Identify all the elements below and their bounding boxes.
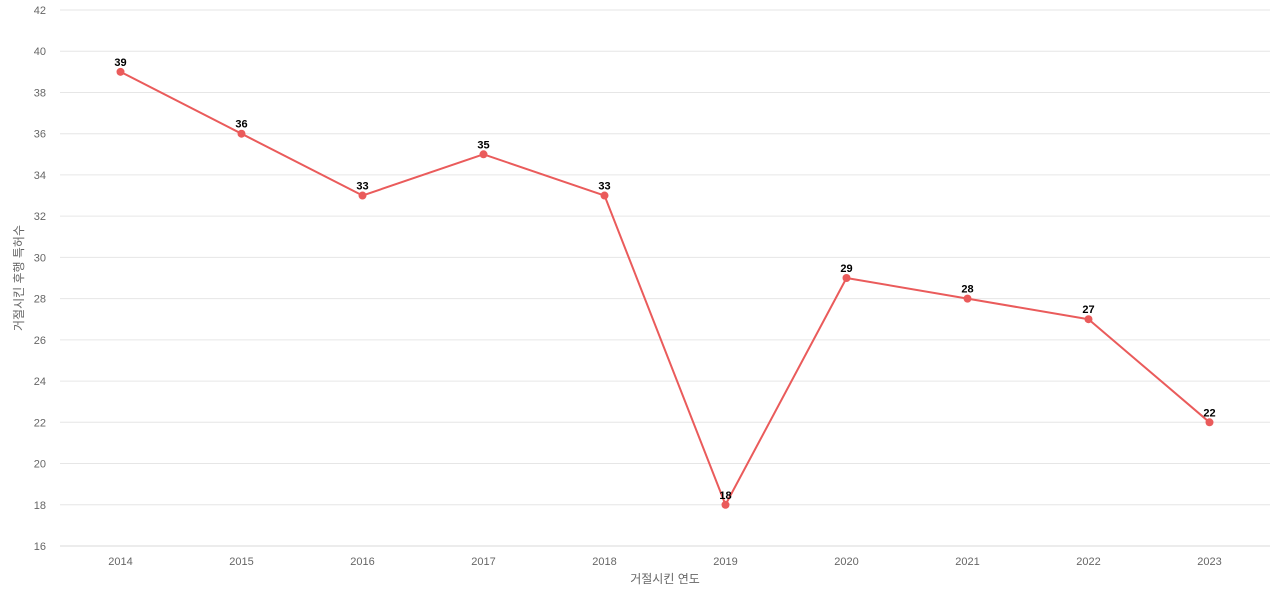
y-tick-label: 24 — [34, 376, 46, 388]
y-tick-label: 42 — [34, 5, 46, 17]
y-tick-label: 34 — [34, 170, 46, 182]
y-tick-label: 30 — [34, 252, 46, 264]
data-point[interactable] — [358, 191, 367, 200]
y-tick-label: 26 — [34, 335, 46, 347]
y-axis-title: 거절시킨 후행 특허수 — [11, 225, 26, 331]
data-point[interactable] — [237, 129, 246, 138]
data-label: 33 — [356, 181, 368, 193]
data-labels: 39 36 33 35 33 18 29 28 27 22 — [114, 57, 1215, 502]
y-tick-label: 22 — [34, 417, 46, 429]
data-point[interactable] — [116, 67, 125, 76]
x-tick-label: 2020 — [834, 556, 858, 568]
y-tick-label: 38 — [34, 87, 46, 99]
data-label: 35 — [477, 139, 489, 151]
x-tick-label: 2015 — [229, 556, 253, 568]
x-tick-labels: 2014 2015 2016 2017 2018 2019 2020 2021 2022 2023 — [108, 556, 1221, 568]
data-point[interactable] — [479, 150, 488, 159]
data-label: 22 — [1203, 407, 1215, 419]
y-tick-label: 36 — [34, 129, 46, 141]
y-tick-label: 18 — [34, 500, 46, 512]
data-points — [116, 67, 1214, 509]
y-tick-label: 20 — [34, 459, 46, 471]
grid-lines — [60, 9, 1270, 506]
y-tick-label: 40 — [34, 46, 46, 58]
x-tick-label: 2018 — [592, 556, 616, 568]
x-tick-label: 2021 — [955, 556, 979, 568]
data-label: 29 — [840, 263, 852, 275]
data-point[interactable] — [963, 294, 972, 303]
data-point[interactable] — [1084, 315, 1093, 324]
x-tick-label: 2022 — [1076, 556, 1100, 568]
x-tick-label: 2017 — [471, 556, 495, 568]
x-axis-title: 거절시킨 연도 — [630, 572, 700, 586]
x-tick-label: 2019 — [713, 556, 737, 568]
y-tick-labels: 16 18 20 22 24 26 28 30 32 34 36 38 40 42 — [34, 5, 46, 553]
data-point[interactable] — [721, 500, 730, 509]
data-point[interactable] — [600, 191, 609, 200]
y-tick-label: 28 — [34, 294, 46, 306]
data-label: 28 — [961, 284, 973, 296]
series-line — [120, 70, 1211, 506]
y-tick-label: 32 — [34, 211, 46, 223]
x-tick-label: 2016 — [350, 556, 374, 568]
data-label: 18 — [719, 490, 731, 502]
data-label: 39 — [114, 57, 126, 69]
data-point[interactable] — [1205, 418, 1214, 427]
data-label: 33 — [598, 181, 610, 193]
x-tick-label: 2014 — [108, 556, 132, 568]
data-label: 27 — [1082, 304, 1094, 316]
x-tick-label: 2023 — [1197, 556, 1221, 568]
data-label: 36 — [235, 119, 247, 131]
series-line-path — [120, 70, 1211, 506]
data-point[interactable] — [842, 274, 851, 282]
y-tick-label: 16 — [34, 541, 46, 553]
